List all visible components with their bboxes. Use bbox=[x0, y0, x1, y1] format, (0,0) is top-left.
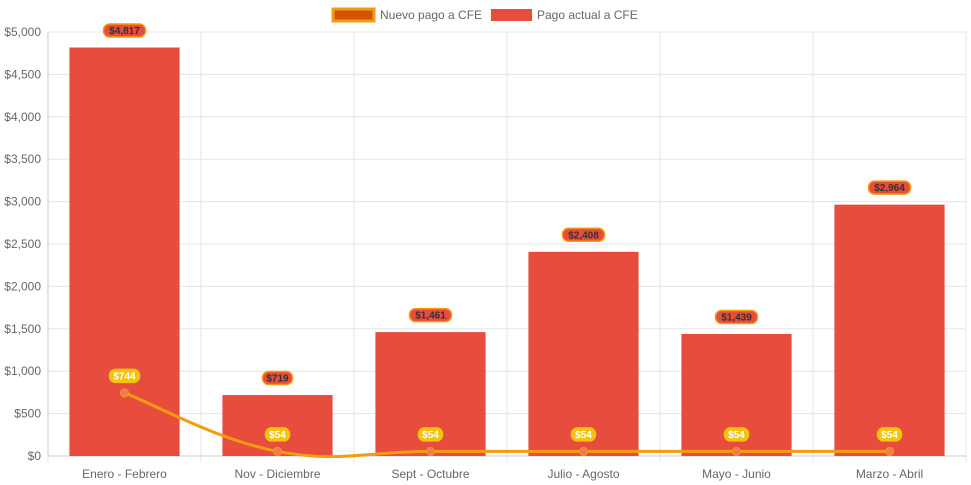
bar-value-label-bg bbox=[561, 227, 606, 243]
y-tick-label: $4,500 bbox=[4, 67, 41, 81]
y-axis-ticks: $0 $500 $1,000 $1,500 $2,000 $2,500 $3,000 $3,5… bbox=[4, 25, 41, 463]
bar-value-label: $4,817 bbox=[109, 26, 140, 37]
x-tick-label: Mayo - Junio bbox=[702, 467, 771, 481]
data-labels: $4,817 $719 $1,461 $2,408 $1,439 $2,964 $744 $5… bbox=[102, 23, 912, 442]
line-value-label-bg bbox=[417, 427, 444, 442]
legend: Nuevo pago a CFE Pago actual a CFE bbox=[331, 7, 638, 23]
line-value-label: $54 bbox=[575, 430, 592, 441]
y-tick-label: $5,000 bbox=[4, 25, 41, 39]
x-tick-label: Sept - Octubre bbox=[391, 467, 469, 481]
x-tick-label: Marzo - Abril bbox=[856, 467, 923, 481]
bar-value-label-bg bbox=[867, 180, 912, 195]
line-path bbox=[123, 391, 890, 459]
x-tick-label: Julio - Agosto bbox=[547, 467, 619, 481]
x-tick-label: Nov - Diciembre bbox=[234, 467, 320, 481]
bar-value-label-bg bbox=[102, 23, 147, 38]
legend-swatch-nuevo[interactable] bbox=[331, 7, 376, 23]
x-tick-label: Enero - Febrero bbox=[82, 467, 167, 481]
y-tick-label: $2,000 bbox=[4, 279, 41, 293]
line-value-label: $54 bbox=[728, 430, 745, 441]
bar[interactable] bbox=[834, 204, 945, 456]
legend-label-nuevo[interactable]: Nuevo pago a CFE bbox=[380, 8, 482, 22]
line-value-label: $54 bbox=[269, 430, 286, 441]
bar-value-label: $719 bbox=[266, 374, 289, 385]
y-tick-label: $1,500 bbox=[4, 322, 41, 336]
bar-value-label: $1,439 bbox=[721, 312, 752, 323]
line-value-label-bg bbox=[723, 427, 750, 442]
legend-swatch-actual[interactable] bbox=[491, 9, 532, 21]
line-point[interactable] bbox=[732, 446, 741, 456]
grid bbox=[47, 31, 967, 462]
y-tick-label: $500 bbox=[14, 407, 41, 421]
line-point[interactable] bbox=[120, 388, 129, 398]
y-tick-label: $0 bbox=[28, 449, 42, 463]
line-value-label-bg bbox=[108, 368, 141, 384]
y-tick-label: $3,500 bbox=[4, 152, 41, 166]
line-value-label-bg bbox=[876, 427, 903, 442]
bar-value-label-bg bbox=[408, 307, 453, 323]
line-point[interactable] bbox=[273, 446, 282, 456]
bar[interactable] bbox=[222, 395, 333, 456]
line-point[interactable] bbox=[579, 446, 588, 456]
line-value-label: $54 bbox=[881, 430, 898, 441]
y-tick-label: $4,000 bbox=[4, 110, 41, 124]
line-value-label-bg bbox=[570, 427, 597, 442]
y-tick-label: $2,500 bbox=[4, 237, 41, 251]
bar-value-label-bg bbox=[714, 309, 759, 325]
x-axis-ticks: Enero - Febrero Nov - Diciembre Sept - Oct… bbox=[82, 467, 923, 481]
bar-value-label-bg bbox=[261, 370, 294, 386]
line-value-label: $54 bbox=[422, 430, 439, 441]
line-series bbox=[120, 388, 894, 459]
bar-value-label: $2,964 bbox=[874, 183, 905, 194]
line-value-label: $744 bbox=[113, 371, 136, 382]
bar[interactable] bbox=[69, 47, 180, 456]
line-point[interactable] bbox=[426, 446, 435, 456]
line-point[interactable] bbox=[885, 446, 894, 456]
legend-label-actual[interactable]: Pago actual a CFE bbox=[537, 8, 638, 22]
bar-value-label: $2,408 bbox=[568, 230, 599, 241]
bar-series bbox=[69, 47, 945, 456]
y-tick-label: $1,000 bbox=[4, 364, 41, 378]
line-value-label-bg bbox=[264, 427, 291, 442]
y-tick-label: $3,000 bbox=[4, 195, 41, 209]
bar-value-label: $1,461 bbox=[415, 311, 446, 322]
bar[interactable] bbox=[528, 251, 639, 456]
